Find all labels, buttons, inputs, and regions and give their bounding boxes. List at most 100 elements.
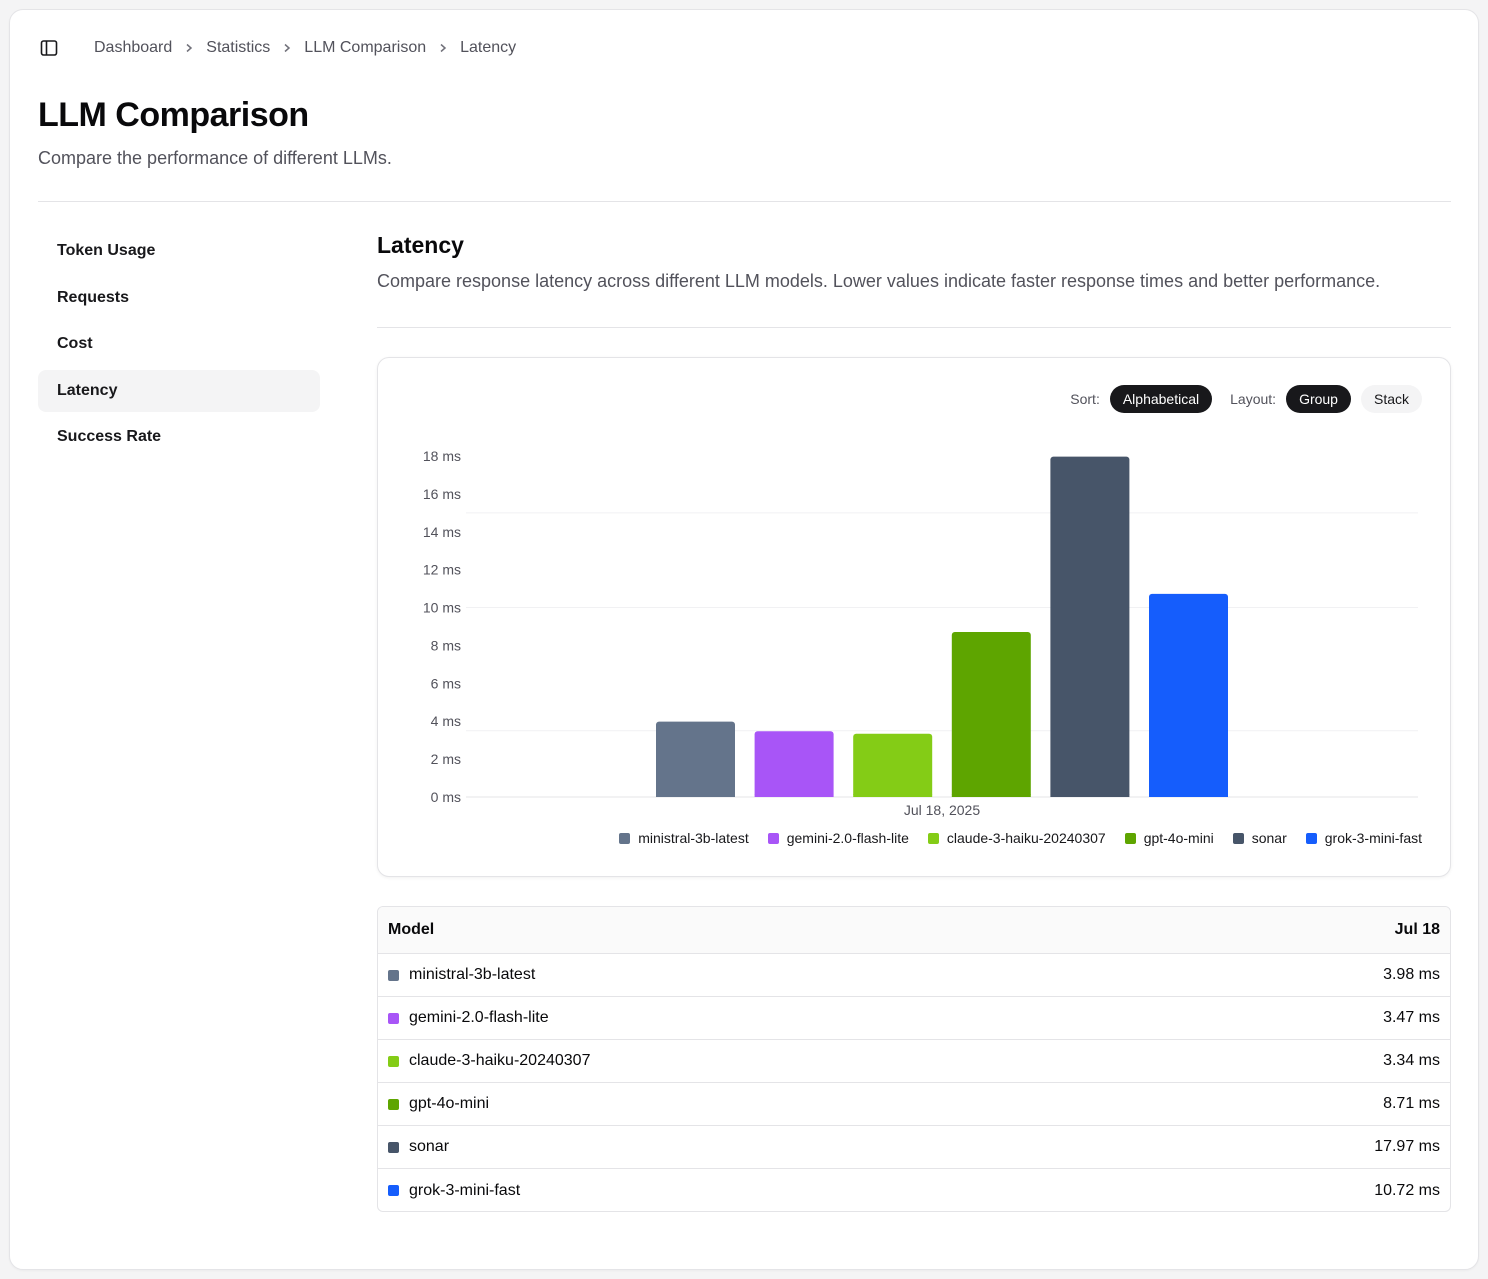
- nav-item-label: Cost: [57, 335, 93, 352]
- bar-gemini-2.0-flash-lite[interactable]: [754, 731, 834, 797]
- chevron-right-icon: [184, 43, 194, 53]
- chevron-right-icon: [282, 43, 292, 53]
- table-row: grok-3-mini-fast 10.72 ms: [378, 1169, 1450, 1211]
- layout-group-button[interactable]: Group: [1286, 385, 1351, 413]
- top-bar: Dashboard Statistics LLM Comparison Late…: [38, 36, 516, 60]
- latency-value: 3.34 ms: [1383, 1052, 1440, 1069]
- nav-item-success-rate[interactable]: Success Rate: [38, 416, 320, 458]
- chevron-right-icon: [438, 43, 448, 53]
- nav-item-label: Token Usage: [57, 242, 156, 259]
- divider: [38, 201, 1451, 202]
- legend-swatch: [1232, 832, 1244, 844]
- legend-item[interactable]: sonar: [1232, 830, 1287, 846]
- y-tick-label: 0 ms: [431, 789, 461, 805]
- breadcrumb-llm-comparison[interactable]: LLM Comparison: [304, 39, 427, 56]
- legend-swatch: [927, 832, 939, 844]
- y-tick-label: 4 ms: [431, 713, 461, 729]
- bar-base: [1149, 794, 1228, 797]
- legend-item[interactable]: ministral-3b-latest: [619, 830, 749, 846]
- legend-item[interactable]: claude-3-haiku-20240307: [927, 830, 1106, 846]
- latency-value: 17.97 ms: [1374, 1138, 1440, 1155]
- section-title: Latency: [377, 232, 464, 258]
- legend-label: gemini-2.0-flash-lite: [786, 830, 909, 846]
- breadcrumb-dashboard[interactable]: Dashboard: [94, 39, 173, 56]
- table-row: sonar 17.97 ms: [378, 1126, 1450, 1169]
- legend-swatch: [1124, 832, 1136, 844]
- page-title: LLM Comparison: [38, 96, 309, 134]
- model-cell: ministral-3b-latest: [388, 966, 535, 984]
- bar-gpt-4o-mini[interactable]: [951, 631, 1031, 797]
- breadcrumb-statistics[interactable]: Statistics: [206, 39, 271, 56]
- breadcrumb: Dashboard Statistics LLM Comparison Late…: [94, 39, 516, 57]
- model-swatch: [388, 1141, 399, 1153]
- legend-label: sonar: [1251, 830, 1287, 846]
- bar-base: [951, 794, 1031, 797]
- table-row: gpt-4o-mini 8.71 ms: [378, 1083, 1450, 1126]
- model-swatch: [388, 1055, 399, 1067]
- y-tick-label: 14 ms: [423, 524, 461, 540]
- nav-item-label: Latency: [57, 381, 118, 399]
- y-tick-label: 6 ms: [431, 675, 461, 691]
- model-name: gpt-4o-mini: [409, 1095, 490, 1112]
- model-cell: sonar: [388, 1138, 449, 1156]
- bar-chart: 0 ms 2 ms 4 ms 6 ms 8 ms 10 ms 12 ms 14 ms 16 ms…: [423, 448, 1418, 818]
- model-swatch: [388, 1098, 399, 1110]
- sort-button[interactable]: Alphabetical: [1109, 385, 1213, 413]
- section-description: Compare response latency across differen…: [377, 271, 1381, 291]
- legend-swatch: [619, 832, 631, 844]
- model-cell: grok-3-mini-fast: [388, 1182, 520, 1200]
- bar-grok-3-mini-fast[interactable]: [1149, 593, 1228, 797]
- chart-card: Sort: Alphabetical Layout: Group Stack 0…: [377, 357, 1451, 877]
- y-tick-label: 2 ms: [431, 751, 461, 767]
- model-name: claude-3-haiku-20240307: [409, 1052, 591, 1069]
- column-header-date: Jul 18: [1394, 921, 1440, 938]
- x-tick-label: Jul 18, 2025: [904, 802, 980, 818]
- app-window: Dashboard Statistics LLM Comparison Late…: [9, 9, 1479, 1270]
- layout-label: Layout:: [1230, 391, 1277, 407]
- y-tick-label: 18 ms: [423, 448, 461, 464]
- nav-item-cost[interactable]: Cost: [38, 323, 320, 365]
- sort-label: Sort:: [1070, 391, 1100, 407]
- legend-label: grok-3-mini-fast: [1324, 830, 1422, 846]
- y-tick-label: 8 ms: [431, 637, 461, 653]
- legend-item[interactable]: gpt-4o-mini: [1124, 830, 1214, 846]
- section-header: Latency Compare response latency across …: [377, 230, 1451, 292]
- breadcrumb-latency: Latency: [460, 39, 517, 56]
- latency-value: 10.72 ms: [1374, 1181, 1440, 1199]
- model-cell: gpt-4o-mini: [388, 1095, 489, 1113]
- y-tick-label: 10 ms: [423, 600, 461, 616]
- y-tick-label: 16 ms: [423, 486, 461, 502]
- divider: [377, 327, 1451, 328]
- table-row: ministral-3b-latest 3.98 ms: [378, 954, 1450, 997]
- page-subtitle: Compare the performance of different LLM…: [38, 148, 392, 168]
- nav-item-token-usage[interactable]: Token Usage: [38, 230, 320, 272]
- model-swatch: [388, 1185, 399, 1196]
- legend-swatch: [1305, 832, 1317, 844]
- y-tick-label: 12 ms: [423, 562, 461, 578]
- table-row: gemini-2.0-flash-lite 3.47 ms: [378, 997, 1450, 1040]
- model-cell: gemini-2.0-flash-lite: [388, 1009, 549, 1027]
- legend-item[interactable]: grok-3-mini-fast: [1305, 830, 1422, 846]
- chart-legend: ministral-3b-latest gemini-2.0-flash-lite…: [619, 830, 1422, 846]
- model-name: gemini-2.0-flash-lite: [409, 1009, 549, 1026]
- bar-base: [656, 794, 735, 797]
- model-name: ministral-3b-latest: [409, 966, 536, 983]
- nav-item-latency[interactable]: Latency: [38, 369, 320, 412]
- bar-ministral-3b-latest[interactable]: [656, 721, 735, 797]
- bar-claude-3-haiku-20240307[interactable]: [853, 733, 933, 797]
- nav-item-label: Success Rate: [57, 428, 162, 445]
- layout-stack-button[interactable]: Stack: [1360, 385, 1422, 413]
- nav-item-label: Requests: [57, 288, 130, 306]
- latency-value: 3.47 ms: [1383, 1009, 1440, 1026]
- sidebar-toggle-icon[interactable]: [38, 37, 60, 59]
- legend-item[interactable]: gemini-2.0-flash-lite: [767, 830, 909, 846]
- bar-base: [1050, 794, 1130, 797]
- bar-sonar[interactable]: [1050, 456, 1130, 797]
- section-nav: Token Usage Requests Cost Latency Succes…: [38, 230, 320, 463]
- bar-base: [853, 794, 933, 797]
- legend-swatch: [767, 832, 779, 844]
- latency-value: 8.71 ms: [1383, 1095, 1440, 1112]
- nav-item-requests[interactable]: Requests: [38, 277, 320, 319]
- table-header: Model Jul 18: [378, 907, 1450, 954]
- legend-label: claude-3-haiku-20240307: [946, 830, 1106, 846]
